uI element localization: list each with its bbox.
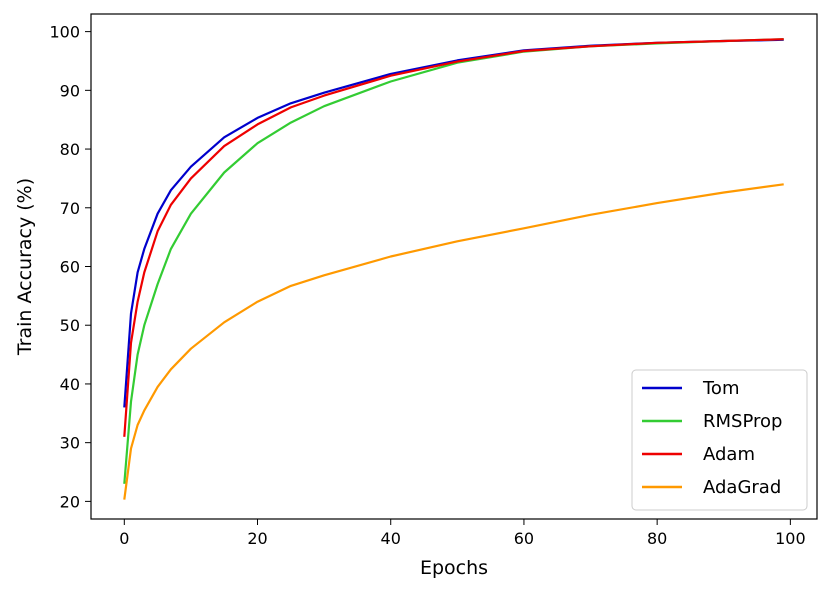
legend-box [631, 369, 808, 511]
y-axis-label: Train Accuracy (%) [14, 178, 36, 356]
legend: Tom RMSProp Adam AdaGrad [631, 369, 808, 511]
x-tick-label: 100 [775, 529, 806, 548]
y-tick-label: 70 [60, 199, 80, 218]
legend-label-tom: Tom [702, 378, 739, 399]
legend-label-adam: Adam [703, 444, 755, 465]
y-tick-label: 50 [60, 316, 80, 335]
x-tick-label: 40 [381, 529, 401, 548]
series-line-adam [123, 38, 784, 437]
y-tick-label: 80 [60, 140, 80, 159]
y-tick-label: 30 [60, 434, 80, 453]
y-tick-label: 20 [60, 492, 80, 511]
y-tick-label: 100 [49, 23, 80, 42]
x-tick-label: 0 [119, 529, 129, 548]
x-axis-label: Epochs [420, 557, 488, 579]
x-tick-label: 60 [514, 529, 534, 548]
series-lines [123, 38, 784, 500]
y-tick-label: 40 [60, 375, 80, 394]
y-axis-ticks: 20 30 40 50 60 70 80 90 100 [49, 23, 91, 511]
legend-label-rmsprop: RMSProp [703, 411, 782, 432]
x-tick-label: 20 [247, 529, 267, 548]
x-axis-ticks: 0 20 40 60 80 100 [119, 519, 806, 548]
y-tick-label: 60 [60, 258, 80, 277]
series-line-adagrad [123, 183, 784, 500]
y-tick-label: 90 [60, 81, 80, 100]
x-tick-label: 80 [647, 529, 667, 548]
legend-label-adagrad: AdaGrad [703, 477, 781, 498]
